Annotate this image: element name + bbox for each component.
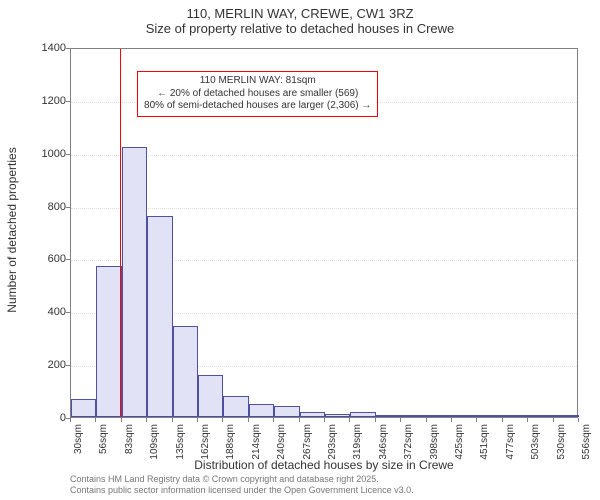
x-tick-label: 556sqm <box>581 424 592 464</box>
attribution: Contains HM Land Registry data © Crown c… <box>70 474 414 496</box>
histogram-bar <box>503 415 528 417</box>
histogram-bar <box>300 412 325 417</box>
annotation-line: ← 20% of detached houses are smaller (56… <box>144 88 371 101</box>
x-tick-mark <box>172 418 173 422</box>
x-tick-mark <box>451 418 452 422</box>
x-tick-mark <box>121 418 122 422</box>
x-tick-mark <box>400 418 401 422</box>
x-tick-mark <box>553 418 554 422</box>
annotation-line: 110 MERLIN WAY: 81sqm <box>144 75 371 88</box>
title-block: 110, MERLIN WAY, CREWE, CW1 3RZ Size of … <box>0 0 600 36</box>
histogram-bar <box>198 375 223 417</box>
attribution-line-1: Contains HM Land Registry data © Crown c… <box>70 474 414 485</box>
y-tick-label: 600 <box>26 253 66 265</box>
y-tick-label: 800 <box>26 201 66 213</box>
x-tick-mark <box>476 418 477 422</box>
x-tick-mark <box>375 418 376 422</box>
x-tick-mark <box>324 418 325 422</box>
x-tick-mark <box>70 418 71 422</box>
y-tick-label: 1200 <box>26 95 66 107</box>
histogram-bar <box>401 415 426 417</box>
property-marker-line <box>120 49 121 417</box>
title-line-2: Size of property relative to detached ho… <box>0 21 600 36</box>
x-axis-label: Distribution of detached houses by size … <box>70 458 578 472</box>
chart-container: 110, MERLIN WAY, CREWE, CW1 3RZ Size of … <box>0 0 600 500</box>
histogram-bar <box>528 415 553 417</box>
annotation-line: 80% of semi-detached houses are larger (… <box>144 100 371 113</box>
x-tick-mark <box>146 418 147 422</box>
x-tick-mark <box>527 418 528 422</box>
annotation-box: 110 MERLIN WAY: 81sqm← 20% of detached h… <box>137 71 378 117</box>
x-tick-mark <box>248 418 249 422</box>
y-tick-label: 400 <box>26 306 66 318</box>
x-tick-mark <box>299 418 300 422</box>
x-tick-mark <box>95 418 96 422</box>
x-tick-mark <box>273 418 274 422</box>
histogram-bar <box>376 415 401 417</box>
histogram-bar <box>452 415 477 417</box>
histogram-bar <box>122 147 147 417</box>
histogram-bar <box>554 415 579 417</box>
attribution-line-2: Contains public sector information licen… <box>70 485 414 496</box>
histogram-bar <box>249 404 274 417</box>
y-tick-label: 1400 <box>26 42 66 54</box>
histogram-bar <box>350 412 375 417</box>
histogram-bar <box>96 266 121 417</box>
histogram-bar <box>223 396 248 417</box>
x-tick-mark <box>502 418 503 422</box>
x-tick-mark <box>349 418 350 422</box>
y-axis-label: Number of detached properties <box>5 147 19 312</box>
x-tick-mark <box>578 418 579 422</box>
histogram-bar <box>147 216 172 417</box>
y-tick-label: 200 <box>26 359 66 371</box>
x-tick-mark <box>197 418 198 422</box>
histogram-bar <box>274 406 299 417</box>
y-tick-label: 0 <box>26 412 66 424</box>
histogram-bar <box>71 399 96 418</box>
histogram-bar <box>325 414 350 417</box>
x-tick-mark <box>426 418 427 422</box>
histogram-bar <box>477 415 502 417</box>
y-tick-label: 1000 <box>26 148 66 160</box>
x-tick-mark <box>222 418 223 422</box>
plot-area: 110 MERLIN WAY: 81sqm← 20% of detached h… <box>70 48 578 418</box>
histogram-bar <box>427 415 452 417</box>
histogram-bar <box>173 326 198 417</box>
title-line-1: 110, MERLIN WAY, CREWE, CW1 3RZ <box>0 6 600 21</box>
